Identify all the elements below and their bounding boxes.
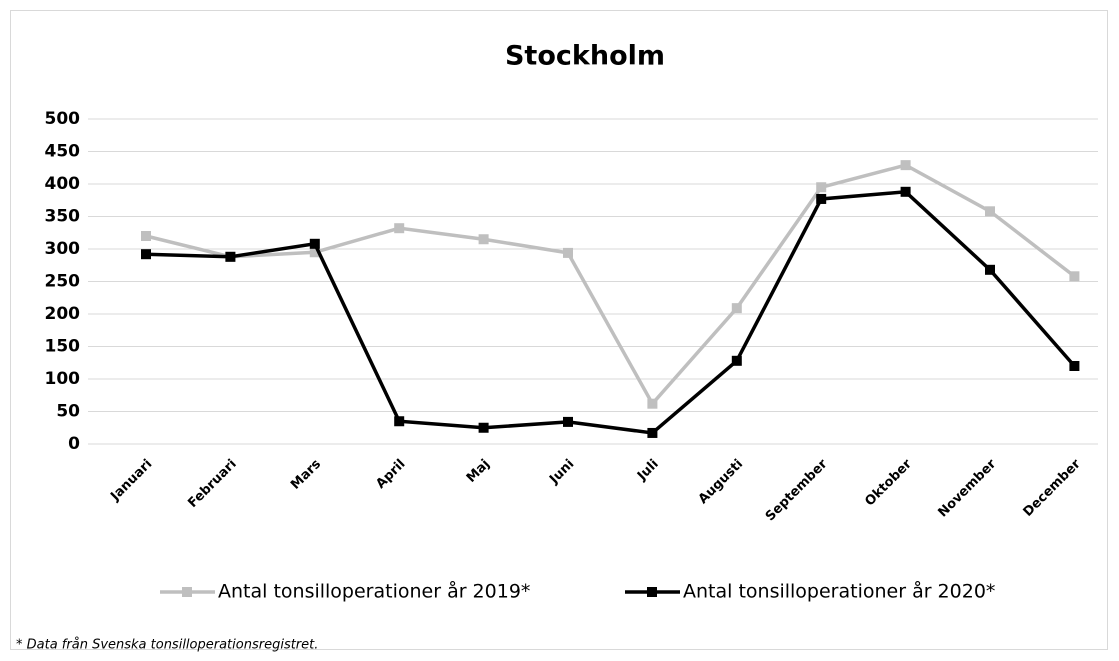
point-marker (1069, 271, 1080, 282)
legend-label: Antal tonsilloperationer år 2019* (218, 580, 530, 603)
y-tick-label: 300 (45, 239, 81, 259)
point-marker (478, 234, 489, 245)
point-marker (816, 193, 827, 204)
point-marker (985, 264, 995, 275)
y-tick-label: 50 (56, 402, 80, 422)
point-marker (141, 249, 151, 260)
y-tick-label: 100 (45, 369, 81, 389)
point-marker (647, 398, 658, 409)
point-marker (985, 206, 995, 217)
y-tick-label: 450 (45, 142, 81, 162)
point-marker (900, 186, 911, 197)
point-marker (731, 355, 742, 366)
point-marker (394, 416, 405, 427)
series-line (145, 189, 1076, 435)
y-tick-label: 0 (68, 434, 80, 454)
point-marker (731, 303, 742, 314)
point-marker (309, 238, 320, 249)
chart-frame (10, 10, 1108, 650)
footnote: * Data från Svenska tonsilloperationsreg… (16, 638, 318, 653)
point-marker (141, 231, 151, 241)
point-marker (225, 251, 236, 262)
legend-marker (182, 587, 192, 597)
y-tick-label: 200 (45, 304, 81, 324)
point-marker (394, 223, 405, 234)
point-marker (309, 247, 320, 258)
point-marker (900, 160, 911, 171)
chart-title: Stockholm (505, 41, 665, 72)
legend-marker (647, 587, 657, 597)
point-marker (478, 422, 489, 433)
series-line (145, 163, 1076, 407)
y-tick-label: 150 (45, 337, 81, 357)
y-tick-label: 500 (45, 109, 81, 129)
point-marker (816, 182, 827, 193)
point-marker (563, 416, 573, 427)
legend-label: Antal tonsilloperationer år 2020* (683, 580, 995, 603)
point-marker (563, 247, 573, 258)
y-tick-label: 350 (45, 207, 81, 227)
y-tick-label: 250 (45, 272, 81, 292)
y-tick-label: 400 (45, 174, 81, 194)
point-marker (1069, 361, 1080, 371)
point-marker (647, 427, 658, 438)
